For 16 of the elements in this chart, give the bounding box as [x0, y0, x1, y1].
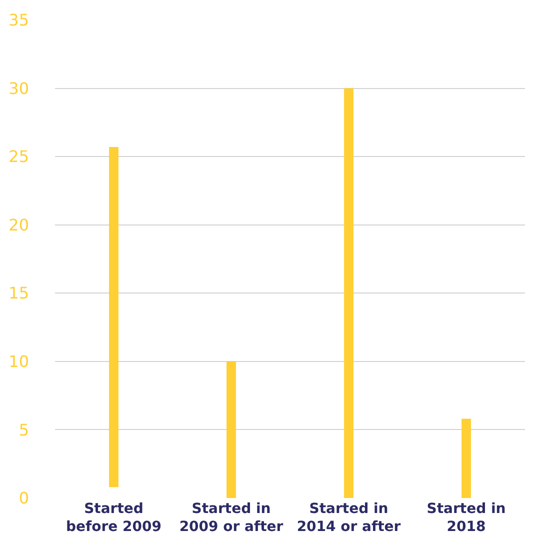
y-tick-label: 30 — [8, 78, 29, 98]
bar — [226, 361, 236, 498]
y-tick-label: 20 — [8, 215, 29, 234]
y-tick-label: 5 — [18, 420, 29, 440]
y-tick-label: 15 — [8, 284, 29, 303]
bar — [344, 88, 354, 498]
y-tick-label: 35 — [8, 10, 29, 30]
y-tick-label: 25 — [8, 147, 29, 166]
x-tick-label: Started before 2009 — [66, 501, 162, 536]
bar — [462, 418, 471, 498]
y-tick-label: 10 — [8, 352, 29, 372]
bar — [109, 147, 118, 488]
x-tick-label: Started in 2009 or after — [179, 501, 284, 536]
y-tick-label: 0 — [18, 488, 29, 508]
x-tick-label: Started in 2018 — [426, 501, 506, 536]
x-tick-label: Started in 2014 or after — [296, 501, 401, 536]
